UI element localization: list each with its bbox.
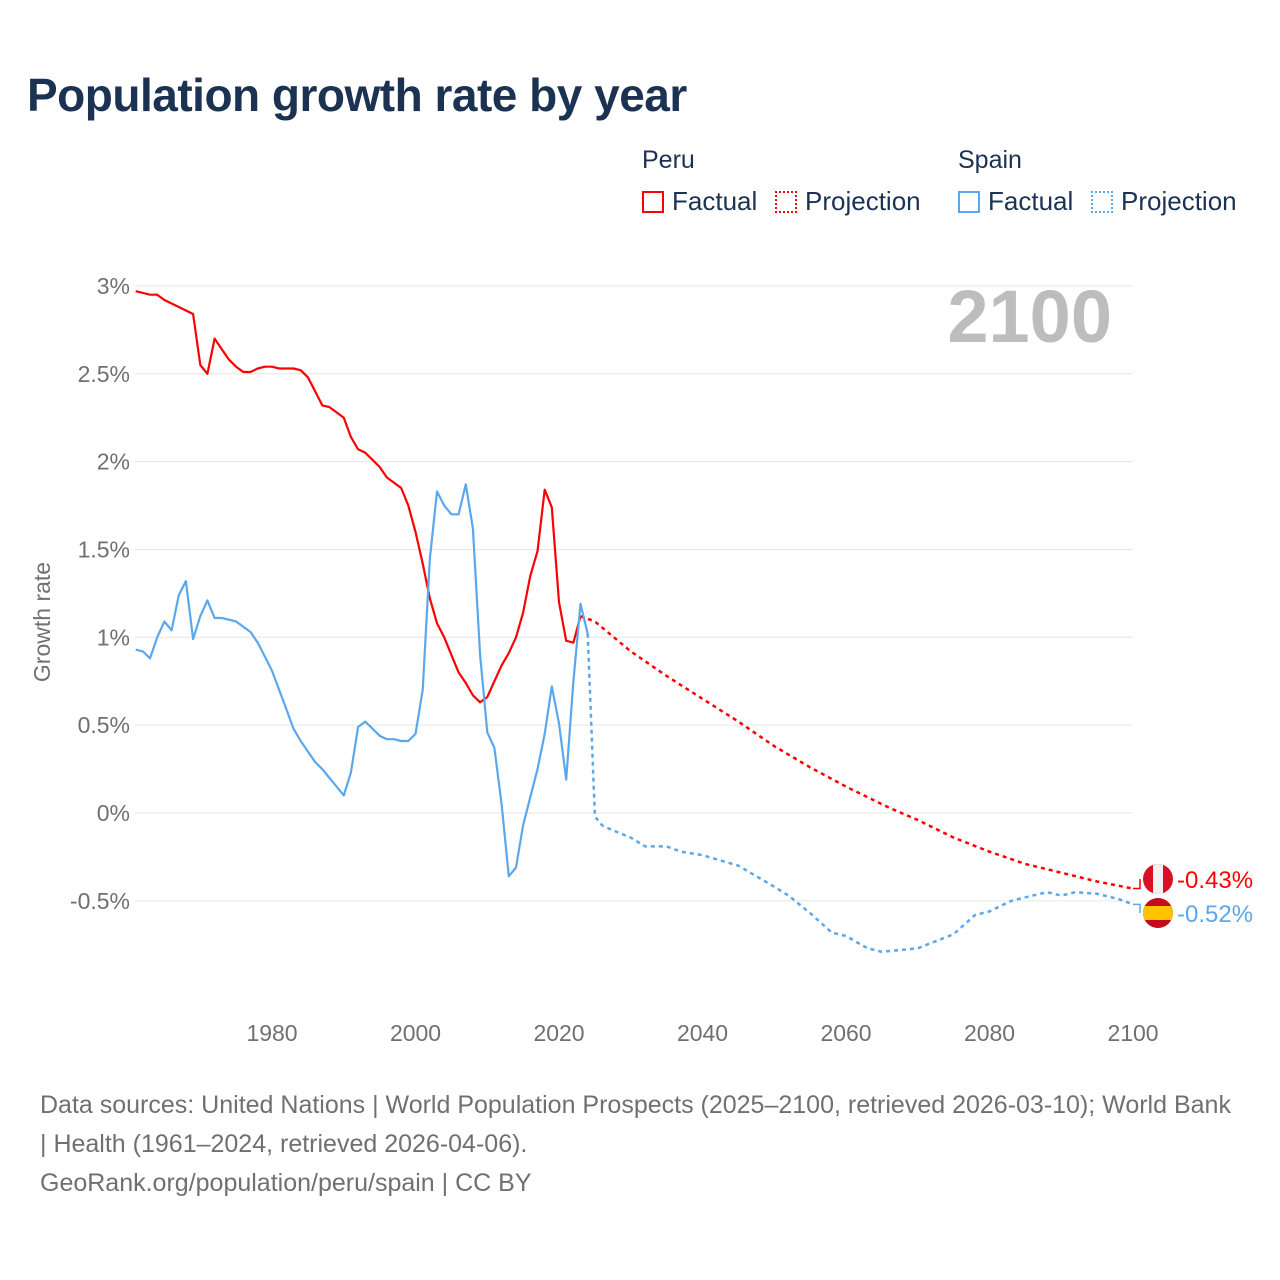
leader-line [1133, 879, 1141, 890]
x-tick-label: 2020 [533, 1020, 584, 1046]
year-display: 2100 [947, 275, 1112, 358]
peru-flag-icon [1143, 864, 1173, 894]
solid-swatch-icon [642, 190, 664, 213]
y-tick-label: 3% [97, 273, 130, 299]
legend-label: Factual [988, 186, 1074, 216]
y-tick-label: 0.5% [78, 712, 130, 738]
y-tick-label: -0.5% [70, 888, 130, 914]
legend-peru-projection[interactable]: Projection [775, 186, 921, 217]
y-tick-label: 0% [97, 800, 130, 826]
legend-label: Projection [1121, 186, 1237, 216]
x-tick-label: 2080 [964, 1020, 1015, 1046]
x-tick-label: 2000 [390, 1020, 441, 1046]
spain-factual-line [135, 483, 589, 878]
legend-spain-factual[interactable]: Factual [958, 186, 1073, 217]
data-sources: Data sources: United Nations | World Pop… [40, 1091, 1231, 1158]
peru-projection-line [580, 615, 1134, 890]
legend-peru-factual[interactable]: Factual [642, 186, 757, 217]
y-tick-label: 1.5% [78, 536, 130, 562]
peru-end-value: -0.43% [1177, 867, 1253, 894]
spain-flag-icon [1143, 898, 1173, 928]
chart-title: Population growth rate by year [27, 69, 687, 121]
leader-line [1133, 903, 1141, 913]
dotted-swatch-icon [1091, 190, 1113, 213]
solid-swatch-icon [958, 190, 980, 213]
x-tick-label: 2100 [1107, 1020, 1158, 1046]
y-tick-label: 1% [97, 624, 130, 650]
y-axis-label: Growth rate [29, 562, 55, 682]
y-tick-label: 2% [97, 449, 130, 475]
spain-projection-line [586, 633, 1134, 954]
legend-label: Projection [805, 186, 921, 216]
legend-group-spain: Spain [958, 146, 1022, 174]
legend-group-peru: Peru [642, 146, 695, 174]
y-tick-label: 2.5% [78, 361, 130, 387]
x-tick-label: 2060 [820, 1020, 871, 1046]
legend-label: Factual [672, 186, 758, 216]
x-tick-label: 1980 [246, 1020, 297, 1046]
spain-end-value: -0.52% [1177, 901, 1253, 928]
source-link[interactable]: GeoRank.org/population/peru/spain | CC B… [40, 1169, 532, 1197]
dotted-swatch-icon [775, 190, 797, 213]
legend-spain-projection[interactable]: Projection [1091, 186, 1237, 217]
peru-factual-line [135, 290, 582, 704]
line-chart: 3% 2.5% 2% 1.5% 1% 0.5% 0% -0.5% 1980 2000 2020 204… [29, 273, 1253, 1046]
x-tick-label: 2040 [677, 1020, 728, 1046]
